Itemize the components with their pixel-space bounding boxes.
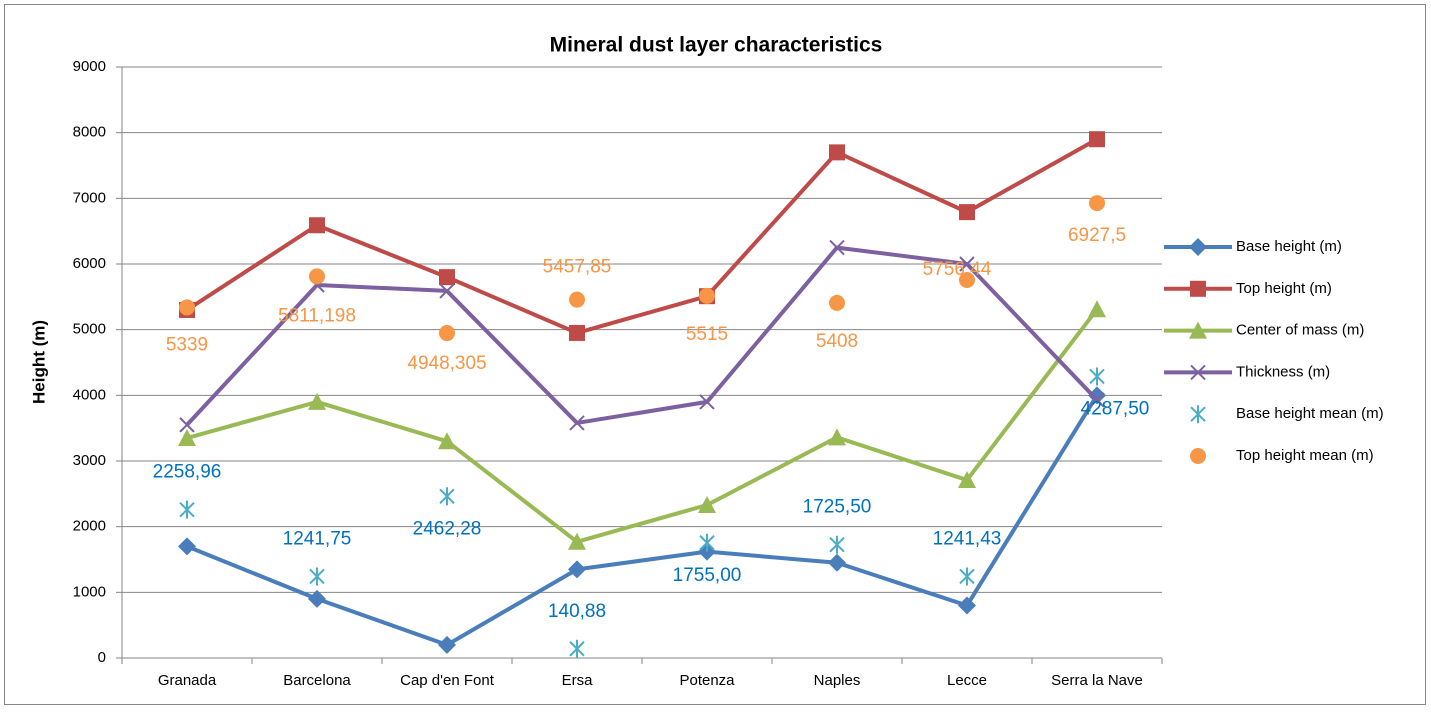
data-point	[958, 596, 976, 615]
data-point	[179, 500, 195, 519]
data-point	[828, 428, 846, 446]
data-point	[1089, 195, 1105, 212]
data-point	[1089, 392, 1105, 408]
legend-marker	[1190, 280, 1206, 297]
data-label: 1725,50	[803, 497, 872, 518]
data-point	[568, 560, 586, 579]
y-tick-label: 2000	[73, 518, 106, 535]
x-tick-label: Lecce	[947, 672, 987, 689]
data-point	[1089, 131, 1105, 148]
x-tick-label: Barcelona	[283, 672, 351, 689]
x-tick-label: Naples	[814, 672, 861, 689]
data-label: 2258,96	[153, 462, 222, 483]
legend-label: Center of mass (m)	[1236, 322, 1364, 339]
data-point	[829, 239, 845, 256]
chart-title: Mineral dust layer characteristics	[550, 34, 883, 57]
data-label: 5339	[166, 334, 208, 355]
data-point	[569, 324, 585, 341]
y-axis-label: Height (m)	[29, 320, 48, 404]
data-point	[439, 283, 455, 299]
legend-marker	[1190, 448, 1206, 464]
data-label: 5457,85	[543, 257, 612, 278]
data-point	[309, 217, 325, 234]
data-label: 5756,44	[923, 259, 992, 280]
series-line	[185, 245, 1099, 427]
data-label: 6927,5	[1068, 225, 1126, 246]
data-point	[439, 325, 455, 342]
data-point	[309, 567, 325, 586]
data-point	[308, 589, 326, 608]
chart-frame	[4, 4, 1426, 705]
legend-marker	[1189, 238, 1207, 256]
legend-label: Base height (m)	[1236, 238, 1342, 255]
data-point	[439, 269, 455, 286]
legend-label: Base height mean (m)	[1236, 405, 1384, 422]
y-tick-label: 7000	[73, 189, 106, 206]
legend-label: Top height mean (m)	[1236, 447, 1374, 464]
data-point	[828, 553, 846, 572]
data-point	[699, 394, 715, 410]
data-point	[959, 256, 975, 272]
x-tick-label: Potenza	[679, 672, 735, 689]
data-point	[829, 535, 845, 554]
data-point	[1088, 300, 1106, 318]
x-tick-label: Granada	[158, 672, 217, 689]
legend-marker	[1190, 405, 1206, 424]
data-label: 5408	[816, 331, 858, 352]
data-point	[959, 204, 975, 221]
y-tick-label: 8000	[73, 124, 106, 141]
data-point	[438, 432, 456, 450]
y-tick-label: 3000	[73, 452, 106, 469]
data-point	[309, 268, 325, 285]
data-point	[569, 415, 585, 431]
legend-label: Top height (m)	[1236, 280, 1332, 297]
data-label: 1241,43	[933, 528, 1002, 549]
legend-marker	[1190, 364, 1206, 381]
series-line	[186, 308, 1099, 544]
data-point	[1089, 367, 1105, 386]
data-label: 4287,50	[1081, 398, 1150, 419]
x-tick-label: Cap d'en Font	[400, 672, 495, 689]
series-line	[185, 137, 1098, 335]
data-point	[958, 471, 976, 489]
data-point	[178, 429, 196, 447]
data-point	[439, 487, 455, 506]
data-point	[178, 537, 196, 556]
data-point	[569, 639, 585, 658]
data-label: 5515	[686, 324, 728, 345]
data-label: 1755,00	[673, 565, 742, 586]
x-tick-label: Serra la Nave	[1051, 672, 1143, 689]
data-point	[699, 533, 715, 552]
data-point	[179, 299, 195, 316]
data-point	[569, 291, 585, 308]
y-tick-label: 4000	[73, 386, 106, 403]
data-point	[959, 567, 975, 586]
data-point	[308, 392, 326, 410]
y-tick-label: 1000	[73, 583, 106, 600]
data-point	[698, 495, 716, 513]
x-tick-label: Ersa	[562, 672, 594, 689]
data-point	[568, 532, 586, 550]
data-label: 1241,75	[283, 528, 352, 549]
series-line	[186, 394, 1099, 647]
y-tick-label: 0	[98, 649, 106, 666]
data-label: 4948,305	[407, 353, 486, 374]
y-tick-label: 9000	[73, 58, 106, 75]
data-point	[699, 287, 715, 304]
y-tick-label: 5000	[73, 321, 106, 338]
data-label: 5811,198	[278, 305, 356, 326]
legend-label: Thickness (m)	[1236, 363, 1330, 380]
data-point	[179, 417, 195, 433]
data-label: 2462,28	[413, 518, 482, 539]
data-point	[959, 271, 975, 288]
legend-marker	[1189, 321, 1207, 339]
data-point	[829, 144, 845, 161]
data-label: 140,88	[548, 601, 606, 622]
y-tick-label: 6000	[73, 255, 106, 272]
data-point	[1088, 386, 1106, 405]
data-point	[829, 294, 845, 311]
data-point	[438, 635, 456, 654]
